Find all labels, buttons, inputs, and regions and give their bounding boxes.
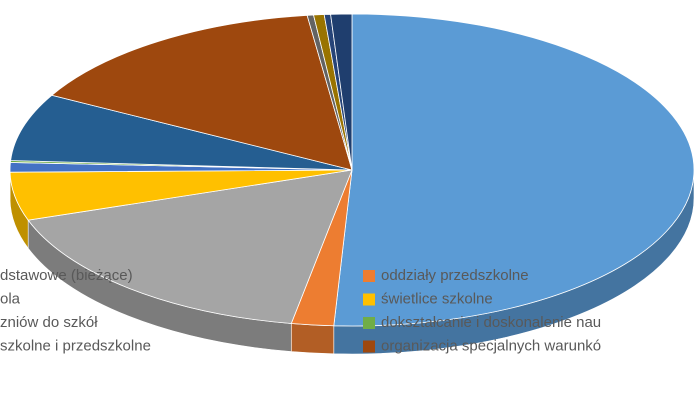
legend-label: zniów do szkół — [0, 314, 98, 331]
legend-label: ola — [0, 290, 21, 307]
legend-swatch — [363, 293, 375, 306]
legend-label: oddziały przedszkolne — [381, 267, 529, 284]
legend-label: organizacja specjalnych warunkó — [381, 337, 601, 354]
legend-label: dstawowe (bieżące) — [0, 267, 133, 284]
slice-side — [290, 323, 335, 355]
legend-label: świetlice szkolne — [381, 290, 493, 307]
legend-swatch — [363, 270, 375, 282]
slice — [27, 169, 353, 324]
slice — [50, 14, 353, 171]
slice — [10, 94, 353, 171]
legend-swatch — [363, 340, 375, 353]
slice — [330, 13, 353, 171]
legend-label: dokształcanie i doskonalenie nau — [381, 314, 601, 331]
legend-swatch — [363, 317, 375, 329]
legend-label: szkolne i przedszkolne — [0, 337, 151, 354]
